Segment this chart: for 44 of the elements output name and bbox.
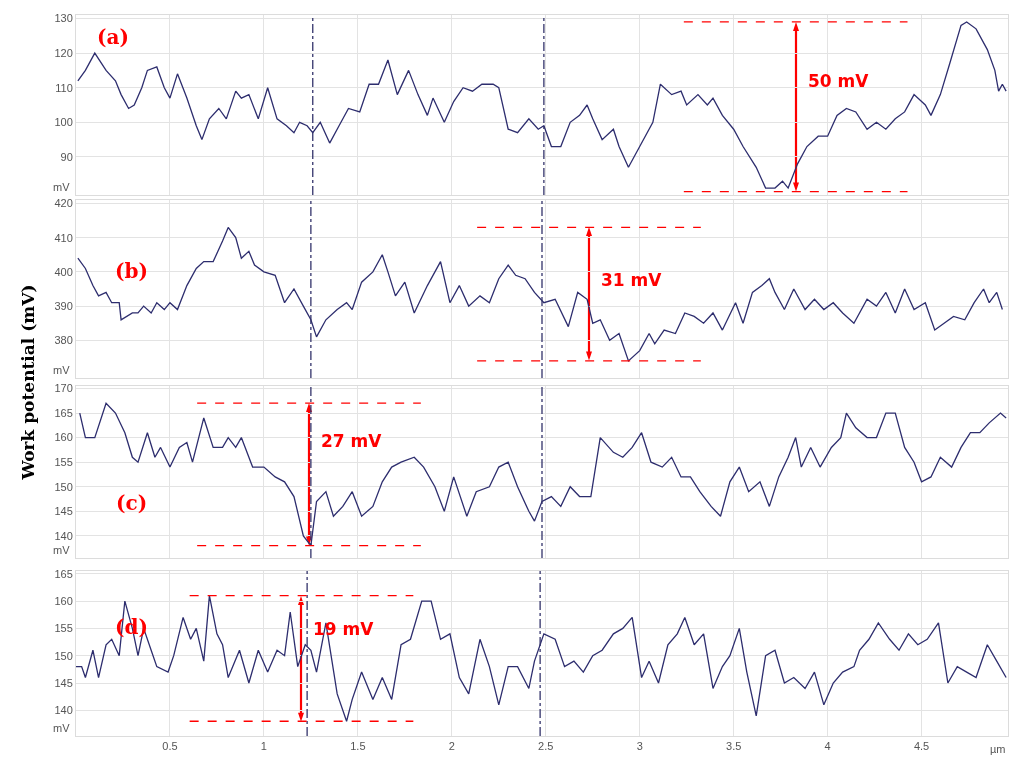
x-tick-label: 2.5 [538,740,554,753]
y-tick-label: 380 [54,334,73,347]
y-tick-label: 400 [54,265,73,278]
x-axis-title: µm [990,743,1006,755]
y-tick-label: 155 [54,456,73,469]
x-tick-label: 3 [636,740,643,753]
x-tick-label: 1.5 [350,740,366,753]
x-tick-label: 0.5 [162,740,178,753]
y-tick-label: 410 [54,231,73,244]
y-tick-label: 150 [54,480,73,493]
annotation: 50 mV [808,71,870,91]
x-tick-label: 4 [824,740,831,753]
text: Work potential (mV) [18,284,38,480]
y-tick-label: 160 [54,594,73,607]
y-tick-label: 130 [54,12,73,25]
y-tick-label: 145 [54,505,73,518]
x-tick-label: 3.5 [726,740,742,753]
annotation: (c) [116,491,148,515]
y-tick-label: 165 [54,406,73,419]
annotation: 31 mV [601,270,663,290]
y-tick-label: 100 [54,116,73,129]
y-tick-label: 170 [54,382,73,395]
y-tick-label: 145 [54,676,73,689]
y-tick-label: 420 [54,197,73,210]
x-tick-label: 2 [448,740,455,753]
x-tick-label: 4.5 [913,740,930,753]
y-tick-label: 140 [54,704,73,717]
y-axis-title: mV [53,364,71,376]
y-tick-label: 90 [60,150,73,163]
y-tick-label: 120 [54,46,73,59]
y-axis-title: mV [53,544,71,556]
y-tick-label: 160 [54,431,73,444]
annotation: (a) [97,25,129,49]
y-tick-label: 165 [54,567,73,580]
annotation: (b) [115,259,148,283]
y-tick-label: 390 [54,299,73,312]
y-tick-label: 140 [54,529,73,542]
annotation: 27 mV [321,431,383,451]
y-tick-label: 150 [54,649,73,662]
y-tick-label: 110 [55,81,73,94]
y-axis-title: mV [53,722,71,734]
x-tick-label: 1 [260,740,267,753]
y-axis-title: mV [53,181,71,193]
y-tick-label: 155 [54,622,73,635]
